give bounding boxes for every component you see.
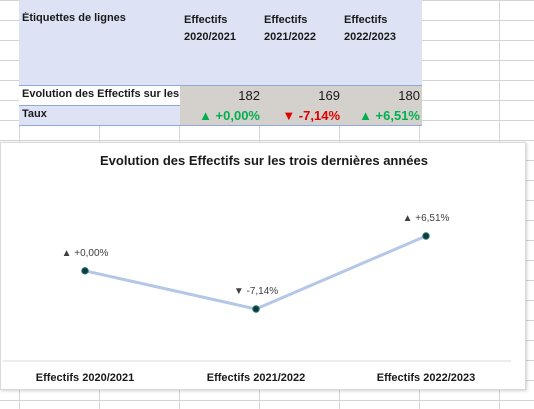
series-line[interactable]	[84, 234, 427, 311]
x-tick-label: Effectifs 2020/2021	[36, 372, 134, 384]
column-header-2020-line2: 2020/2021	[184, 31, 236, 43]
value-cells-background	[180, 86, 422, 125]
data-point[interactable]	[81, 267, 89, 275]
row-label-taux[interactable]: Taux	[22, 108, 47, 120]
column-header-2020-line1[interactable]: Effectifs	[184, 14, 228, 26]
chart-plot-area: ▲ +0,00% Effectifs 2020/2021 ▼ -7,14% Effec…	[3, 213, 511, 384]
column-header-2021-line1[interactable]: Effectifs	[264, 14, 308, 26]
data-point[interactable]	[422, 232, 430, 240]
value-cell-2020[interactable]: 182	[238, 88, 260, 103]
rate-cell-2020[interactable]: ▲ +0,00%	[199, 108, 260, 123]
pivot-header-background	[19, 0, 422, 85]
x-tick-label: Effectifs 2022/2023	[377, 372, 475, 384]
rate-cell-2021[interactable]: ▼ -7,14%	[282, 108, 340, 123]
rate-cell-2022[interactable]: ▲ +6,51%	[359, 108, 420, 123]
x-tick-label: Effectifs 2021/2022	[207, 372, 305, 384]
column-header-2022-line1[interactable]: Effectifs	[344, 14, 388, 26]
pivot-table: Étiquettes de lignes Effectifs 2020/2021…	[19, 0, 422, 126]
data-label: ▲ +0,00%	[62, 248, 109, 259]
row-labels-header[interactable]: Étiquettes de lignes	[22, 12, 126, 24]
row-label-evolution[interactable]: Evolution des Effectifs sur les trois de…	[22, 88, 181, 100]
value-cell-2021[interactable]: 169	[318, 88, 340, 103]
data-point[interactable]	[252, 305, 260, 313]
chart-title[interactable]: Evolution des Effectifs sur les trois de…	[100, 153, 428, 168]
line-chart[interactable]: Evolution des Effectifs sur les trois de…	[0, 142, 526, 390]
column-header-2021-line2: 2021/2022	[264, 31, 316, 43]
value-cell-2022[interactable]: 180	[398, 88, 420, 103]
column-header-2022-line2: 2022/2023	[344, 31, 396, 43]
data-label: ▼ -7,14%	[234, 286, 278, 297]
data-label: ▲ +6,51%	[403, 213, 450, 224]
